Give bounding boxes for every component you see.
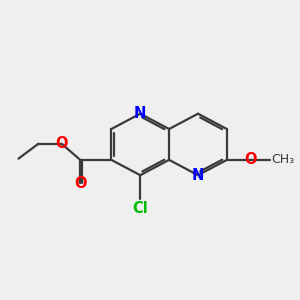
Text: N: N — [134, 106, 146, 121]
Text: O: O — [56, 136, 68, 151]
Text: O: O — [244, 152, 257, 167]
Text: CH₃: CH₃ — [272, 153, 295, 167]
Text: O: O — [74, 176, 86, 191]
Text: Cl: Cl — [132, 201, 148, 216]
Text: N: N — [192, 168, 204, 183]
